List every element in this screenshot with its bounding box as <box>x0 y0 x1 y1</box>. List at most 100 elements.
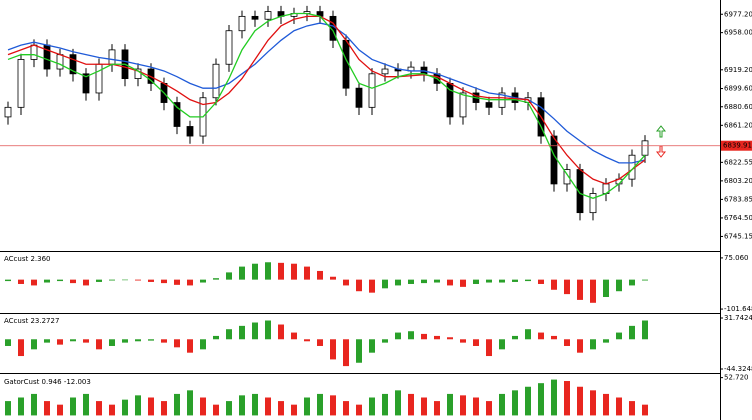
histogram-bar <box>395 390 401 416</box>
histogram-bar <box>473 339 479 346</box>
histogram-bar <box>174 339 180 348</box>
candle-body <box>82 73 90 94</box>
histogram-bar <box>174 279 180 285</box>
histogram-bar <box>434 401 440 416</box>
candle-body <box>368 73 376 108</box>
panel-title: GatorCust 0.946 -12.003 <box>4 378 91 386</box>
y-tick-label: -44.3248 <box>724 365 752 373</box>
histogram-bar <box>447 337 453 340</box>
histogram-bar <box>31 393 37 416</box>
candle-body <box>589 193 597 214</box>
histogram-bar <box>226 401 232 416</box>
y-tick-label: 6764.50 <box>724 214 752 222</box>
candle-body <box>563 169 571 185</box>
histogram-bar <box>538 279 544 284</box>
current-price-label: 6839.91 <box>723 142 752 150</box>
histogram-bar <box>5 401 11 416</box>
histogram-bar <box>499 279 505 283</box>
histogram-bar <box>252 322 258 340</box>
histogram-bar <box>317 270 323 280</box>
candle-body <box>30 44 38 60</box>
histogram-bar <box>603 279 609 298</box>
histogram-bar <box>499 393 505 416</box>
histogram-bar <box>252 393 258 416</box>
histogram-bar <box>135 279 141 281</box>
histogram-bar <box>473 279 479 284</box>
candle-body <box>264 11 272 20</box>
candle-body <box>69 54 77 75</box>
histogram-bar <box>18 339 24 357</box>
histogram-bar <box>44 339 50 343</box>
histogram-bar <box>83 279 89 286</box>
histogram-bar <box>343 401 349 416</box>
histogram-bar <box>512 390 518 416</box>
histogram-bar <box>57 279 63 282</box>
histogram-bar <box>304 266 310 280</box>
histogram-bar <box>447 279 453 286</box>
y-tick-label: 31.7424 <box>724 314 752 322</box>
histogram-bar <box>590 339 596 350</box>
histogram-bar <box>369 397 375 416</box>
candle-body <box>95 63 103 94</box>
y-tick-label: 6899.60 <box>724 85 752 93</box>
histogram-bar <box>291 404 297 416</box>
histogram-bar <box>590 279 596 303</box>
y-tick-label: 6803.20 <box>724 177 752 185</box>
histogram-bar <box>512 279 518 282</box>
histogram-bar <box>252 263 258 280</box>
histogram-bar <box>44 401 50 416</box>
histogram-bar <box>616 279 622 292</box>
candle-body <box>173 102 181 127</box>
histogram-bar <box>304 339 310 342</box>
candle-body <box>212 63 220 99</box>
histogram-bar <box>629 325 635 340</box>
histogram-bar <box>460 339 466 343</box>
moving-average <box>7 12 646 199</box>
candle-body <box>381 68 389 75</box>
histogram-bar <box>278 401 284 416</box>
histogram-bar <box>239 325 245 340</box>
histogram-bar <box>148 397 154 416</box>
histogram-bar <box>174 393 180 416</box>
histogram-bar <box>161 279 167 284</box>
y-tick-label: 6783.85 <box>724 195 752 203</box>
histogram-bar <box>343 339 349 367</box>
histogram-bar <box>577 386 583 416</box>
histogram-bar <box>96 401 102 416</box>
histogram-bar <box>408 279 414 284</box>
histogram-bar <box>330 276 336 280</box>
histogram-bar <box>460 395 466 416</box>
histogram-bar <box>200 397 206 416</box>
histogram-bar <box>642 320 648 340</box>
histogram-bar <box>317 393 323 416</box>
candle-body <box>238 15 246 32</box>
histogram-bar <box>408 331 414 340</box>
candle-body <box>251 15 259 20</box>
histogram-bar <box>369 279 375 293</box>
histogram-bar <box>590 390 596 416</box>
histogram-bar <box>512 335 518 340</box>
histogram-bar <box>395 332 401 340</box>
candle-body <box>56 54 64 70</box>
histogram-bar <box>564 279 570 295</box>
candle-body <box>4 106 12 118</box>
histogram-bar <box>603 339 609 343</box>
candle-body <box>485 102 493 108</box>
histogram-bar <box>213 278 219 280</box>
histogram-bar <box>96 339 102 350</box>
histogram-bar <box>564 381 570 416</box>
histogram-bar <box>525 386 531 416</box>
histogram-bar <box>551 379 557 416</box>
histogram-bar <box>278 262 284 280</box>
histogram-bar <box>122 399 128 416</box>
histogram-bar <box>239 395 245 416</box>
histogram-bar <box>18 397 24 416</box>
histogram-bar <box>291 332 297 340</box>
histogram-bar <box>629 279 635 286</box>
histogram-bar <box>538 383 544 416</box>
histogram-bar <box>135 339 141 342</box>
histogram-bar <box>616 332 622 340</box>
histogram-bar <box>421 279 427 284</box>
histogram-bar <box>408 393 414 416</box>
candle-body <box>459 92 467 118</box>
